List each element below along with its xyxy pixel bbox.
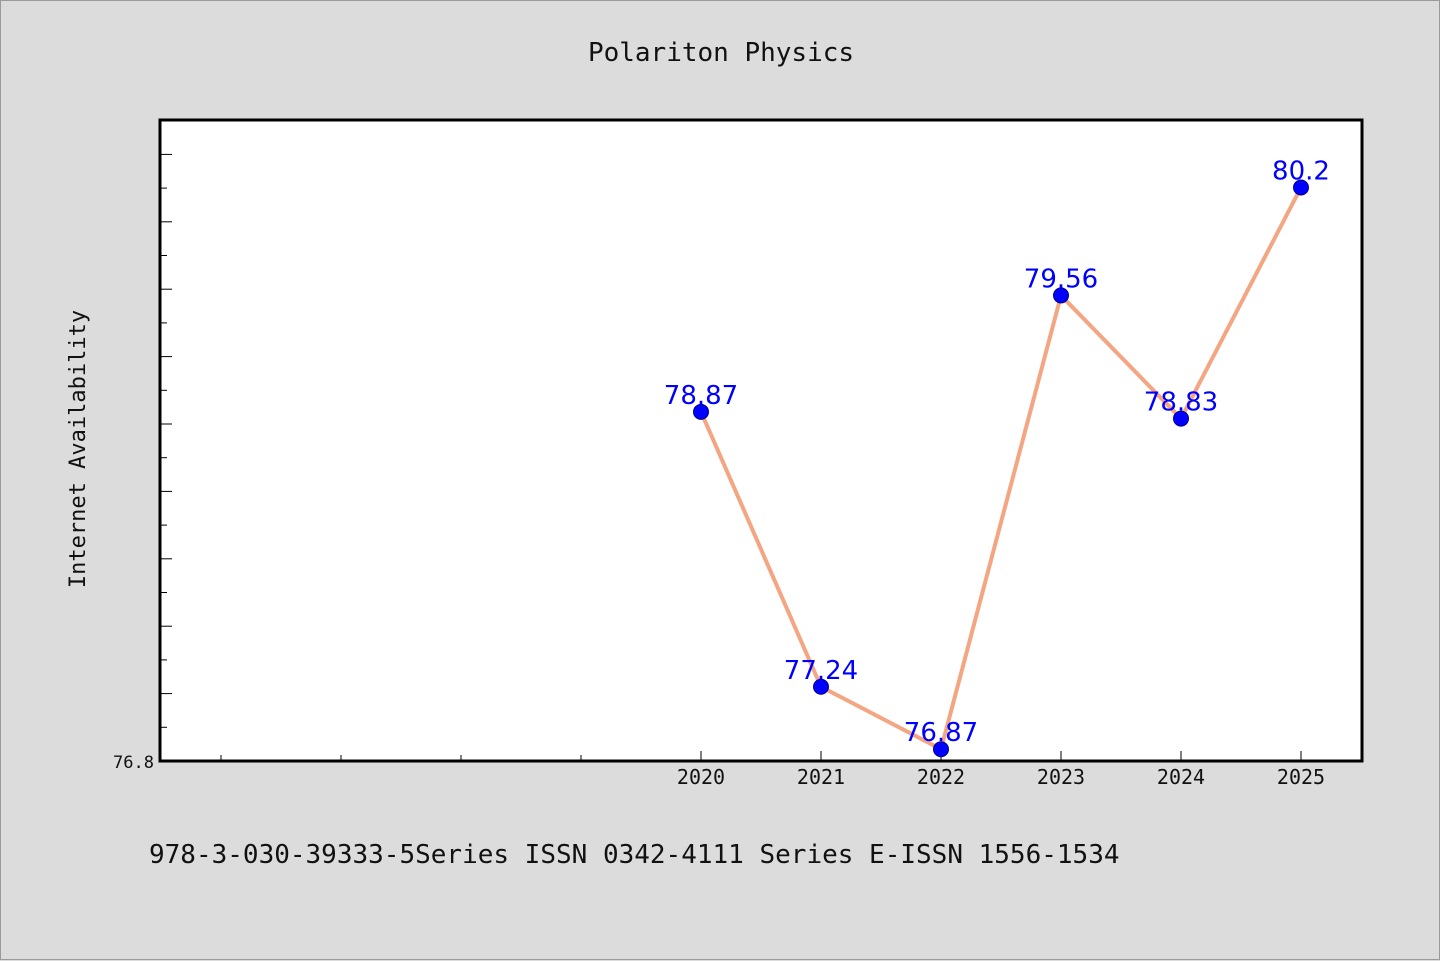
- series-points-group: [693, 179, 1309, 758]
- data-label: 79.56: [1024, 264, 1098, 294]
- data-point: [933, 741, 949, 758]
- data-label: 77.24: [784, 656, 858, 686]
- x-tick-label: 2022: [917, 765, 965, 789]
- data-label: 76.87: [904, 718, 978, 748]
- y-tick-label: 76.8: [113, 753, 154, 773]
- series-line: [699, 186, 1303, 752]
- series-line-group: [699, 186, 1303, 752]
- chart-title: Polariton Physics: [588, 38, 854, 68]
- data-point: [1293, 179, 1309, 196]
- y-axis-label: Internet Availability: [66, 310, 91, 588]
- data-label: 80.2: [1272, 156, 1330, 186]
- x-axis-minor-ticks: [220, 755, 582, 761]
- x-tick-label: 2021: [797, 765, 845, 789]
- data-point: [813, 678, 829, 695]
- x-tick-label: 2023: [1037, 765, 1085, 789]
- x-tick-label: 2024: [1157, 765, 1205, 789]
- plot-area: [158, 118, 1364, 763]
- x-tick-label: 2020: [677, 765, 725, 789]
- x-tick-label: 2025: [1277, 765, 1325, 789]
- x-axis-ticks: 2020 2021 2022 2023 2024 2025: [677, 751, 1325, 789]
- data-point: [693, 403, 709, 420]
- footer-isbn-text: 978-3-030-39333-5Series ISSN 0342-4111 S…: [149, 840, 1120, 870]
- data-labels-group: 78.87 77.24 76.87 79.56 78.83 80.2: [664, 156, 1330, 748]
- data-point: [1173, 410, 1189, 427]
- data-label: 78.83: [1144, 388, 1218, 418]
- data-label: 78.87: [664, 381, 738, 411]
- data-point: [1053, 287, 1069, 304]
- y-axis-ticks: [160, 153, 172, 728]
